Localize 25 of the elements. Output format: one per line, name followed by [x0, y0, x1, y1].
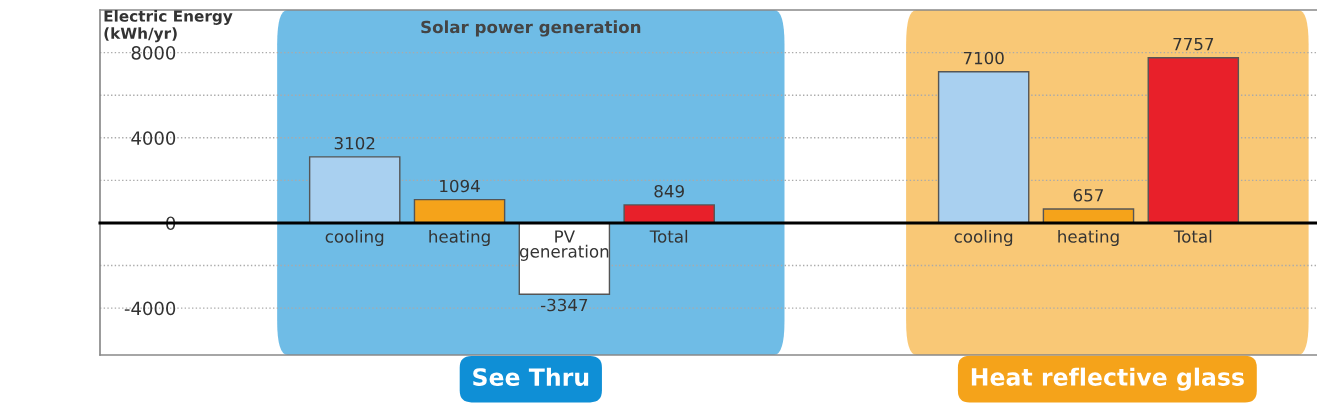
y-tick-label: -4000	[124, 301, 176, 316]
x-tick-label: cooling	[325, 229, 384, 247]
x-tick-label: PV generation	[519, 230, 609, 261]
data-label: 1094	[440, 179, 480, 193]
bar	[937, 71, 1030, 224]
text: Heat reflective glass	[971, 367, 1244, 391]
x-tick-label: Total	[1173, 229, 1212, 243]
x-tick-label: Total	[649, 229, 688, 243]
data-label: 7100	[963, 51, 1004, 65]
data-label: -3347	[540, 298, 588, 312]
x-tick-label: heating	[429, 229, 490, 247]
y-tick-label: 4000	[131, 131, 176, 145]
text: See Thru	[473, 367, 589, 386]
y-tick-label: 8000	[131, 46, 176, 60]
annotation: Solar power generation	[421, 20, 641, 37]
data-label: 7757	[1173, 37, 1214, 51]
data-label: 3102	[334, 136, 375, 150]
data-label: 657	[1073, 188, 1103, 202]
y-axis-title: Electric Energy (kWh/yr)	[104, 10, 233, 43]
bar	[1147, 57, 1240, 224]
x-tick-label: cooling	[954, 229, 1013, 247]
bar	[518, 222, 611, 295]
data-label: 849	[654, 184, 684, 198]
bar	[308, 156, 401, 224]
x-tick-label: heating	[1058, 229, 1119, 247]
